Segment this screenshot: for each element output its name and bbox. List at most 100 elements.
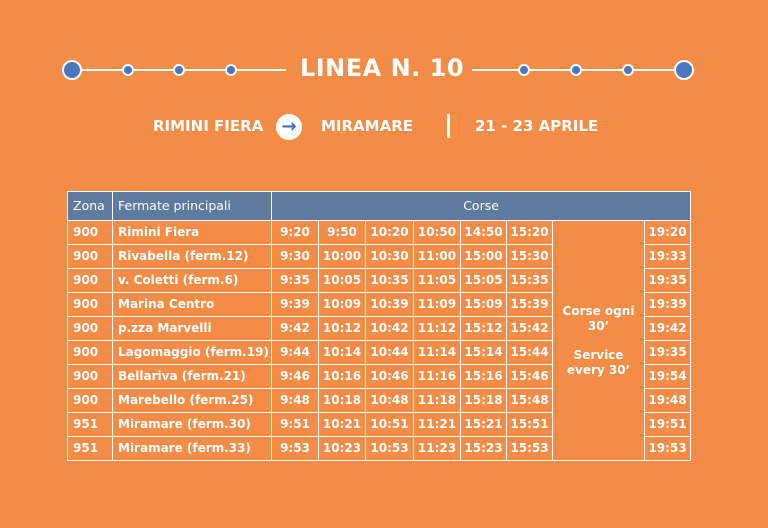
time-cell: 9:51 [271, 412, 319, 437]
time-cell: 15:51 [506, 412, 553, 437]
route-to: MIRAMARE [321, 117, 413, 135]
time-cell: 15:48 [506, 388, 553, 413]
time-cell: 10:14 [318, 340, 366, 365]
time-cell: 15:18 [460, 388, 507, 413]
time-cell: 10:12 [318, 316, 366, 341]
table-row: 900 Bellariva (ferm.21) 9:46 10:16 10:46 11:1… [67, 364, 692, 389]
zone-cell: 900 [67, 292, 113, 317]
time-cell: 15:05 [460, 268, 507, 293]
time-cell: 10:44 [365, 340, 414, 365]
zone-cell: 900 [67, 268, 113, 293]
time-cell: 9:48 [271, 388, 319, 413]
route-dates: 21 - 23 APRILE [475, 117, 599, 135]
time-cell: 14:50 [460, 220, 507, 245]
time-cell: 10:46 [365, 364, 414, 389]
stop-cell: Miramare (ferm.33) [112, 436, 272, 461]
route-dot-icon [173, 64, 185, 76]
time-cell: 15:21 [460, 412, 507, 437]
last-time-cell: 19:48 [643, 388, 692, 413]
time-cell: 10:09 [318, 292, 366, 317]
arrow-right-icon: → [276, 114, 302, 140]
table-header-row: Zona Fermate principali Corse [67, 191, 692, 221]
route-dot-icon [570, 64, 582, 76]
time-cell: 15:00 [460, 244, 507, 269]
time-cell: 9:44 [271, 340, 319, 365]
time-cell: 15:44 [506, 340, 553, 365]
time-cell: 10:53 [365, 436, 414, 461]
stop-cell: Rimini Fiera [112, 220, 272, 245]
route-dot-icon [622, 64, 634, 76]
time-cell: 9:30 [271, 244, 319, 269]
zone-cell: 900 [67, 220, 113, 245]
stop-cell: v. Coletti (ferm.6) [112, 268, 272, 293]
time-cell: 15:14 [460, 340, 507, 365]
zone-cell: 951 [67, 412, 113, 437]
last-time-cell: 19:35 [643, 340, 692, 365]
time-cell: 15:23 [460, 436, 507, 461]
route-dot-icon [674, 60, 694, 80]
time-cell: 10:20 [365, 220, 414, 245]
last-time-cell: 19:33 [643, 244, 692, 269]
time-cell: 10:51 [365, 412, 414, 437]
time-cell: 15:16 [460, 364, 507, 389]
route-header: RIMINI FIERA → MIRAMARE 21 - 23 APRILE [0, 114, 768, 140]
stop-cell: Rivabella (ferm.12) [112, 244, 272, 269]
title-row: LINEA N. 10 [0, 48, 768, 92]
time-cell: 9:35 [271, 268, 319, 293]
route-dot-icon [518, 64, 530, 76]
last-time-cell: 19:54 [643, 364, 692, 389]
time-cell: 9:20 [271, 220, 319, 245]
zone-cell: 900 [67, 340, 113, 365]
stop-cell: Lagomaggio (ferm.19) [112, 340, 272, 365]
time-cell: 10:30 [365, 244, 414, 269]
time-cell: 10:35 [365, 268, 414, 293]
time-cell: 11:14 [413, 340, 461, 365]
time-cell: 10:50 [413, 220, 461, 245]
header-trips: Corse [270, 191, 692, 221]
time-cell: 11:05 [413, 268, 461, 293]
time-cell: 10:16 [318, 364, 366, 389]
time-cell: 11:09 [413, 292, 461, 317]
time-cell: 10:05 [318, 268, 366, 293]
time-cell: 9:42 [271, 316, 319, 341]
time-cell: 11:12 [413, 316, 461, 341]
time-cell: 11:00 [413, 244, 461, 269]
last-time-cell: 19:53 [643, 436, 692, 461]
time-cell: 9:46 [271, 364, 319, 389]
time-cell: 15:09 [460, 292, 507, 317]
last-time-cell: 19:39 [643, 292, 692, 317]
time-cell: 9:39 [271, 292, 319, 317]
time-cell: 15:35 [506, 268, 553, 293]
stop-cell: Bellariva (ferm.21) [112, 364, 272, 389]
frequency-note-it: Corse ogni 30’ [562, 303, 635, 333]
stop-cell: Marina Centro [112, 292, 272, 317]
route-dot-icon [122, 64, 134, 76]
stop-cell: p.zza Marvelli [112, 316, 272, 341]
table-row: 900 Rivabella (ferm.12) 9:30 10:00 10:30 11:0… [67, 244, 692, 269]
stop-cell: Marebello (ferm.25) [112, 388, 272, 413]
route-from: RIMINI FIERA [153, 117, 264, 135]
time-cell: 10:39 [365, 292, 414, 317]
table-row: 951 Miramare (ferm.33) 9:53 10:23 10:53 11:23… [67, 436, 692, 461]
time-cell: 11:23 [413, 436, 461, 461]
time-cell: 15:39 [506, 292, 553, 317]
spacer [555, 334, 642, 348]
table-row: 900 p.zza Marvelli 9:42 10:12 10:42 11:12 15:1… [67, 316, 692, 341]
time-cell: 10:42 [365, 316, 414, 341]
time-cell: 15:20 [506, 220, 553, 245]
time-cell: 10:21 [318, 412, 366, 437]
time-cell: 9:53 [271, 436, 319, 461]
zone-cell: 951 [67, 436, 113, 461]
header-zone: Zona [67, 191, 113, 221]
zone-cell: 900 [67, 364, 113, 389]
last-time-cell: 19:20 [643, 220, 692, 245]
time-cell: 10:18 [318, 388, 366, 413]
route-dot-icon [225, 64, 237, 76]
frequency-note: Corse ogni 30’ Service every 30’ [552, 220, 645, 461]
time-cell: 10:48 [365, 388, 414, 413]
time-cell: 10:00 [318, 244, 366, 269]
time-cell: 11:18 [413, 388, 461, 413]
time-cell: 9:50 [318, 220, 366, 245]
table-row: 900 v. Coletti (ferm.6) 9:35 10:05 10:35 11:0… [67, 268, 692, 293]
zone-cell: 900 [67, 316, 113, 341]
